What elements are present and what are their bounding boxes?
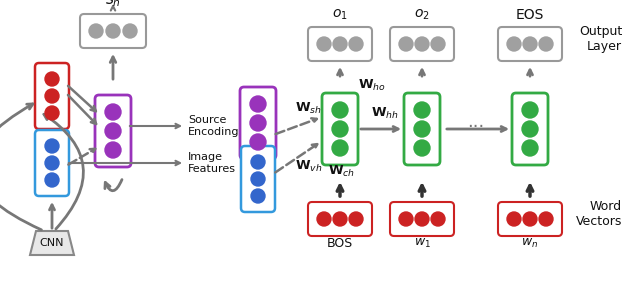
Circle shape (333, 212, 347, 226)
Circle shape (45, 156, 59, 170)
Circle shape (414, 121, 430, 137)
Circle shape (349, 37, 363, 51)
Circle shape (317, 37, 331, 51)
Circle shape (522, 140, 538, 156)
Circle shape (250, 134, 266, 150)
Circle shape (251, 189, 265, 203)
Circle shape (507, 212, 521, 226)
Text: CNN: CNN (40, 238, 64, 248)
FancyBboxPatch shape (308, 27, 372, 61)
Text: $\mathbf{W}_{hh}$: $\mathbf{W}_{hh}$ (371, 106, 399, 121)
Circle shape (250, 96, 266, 112)
Circle shape (414, 140, 430, 156)
FancyBboxPatch shape (512, 93, 548, 165)
FancyBboxPatch shape (80, 14, 146, 48)
Circle shape (349, 212, 363, 226)
Text: Word
Vectors: Word Vectors (575, 200, 622, 228)
Circle shape (251, 155, 265, 169)
Circle shape (332, 140, 348, 156)
Circle shape (317, 212, 331, 226)
Text: ···: ··· (467, 118, 484, 136)
Circle shape (333, 37, 347, 51)
Text: EOS: EOS (516, 8, 544, 22)
Circle shape (522, 102, 538, 118)
FancyBboxPatch shape (95, 95, 131, 167)
Text: BOS: BOS (327, 237, 353, 250)
Text: $w_1$: $w_1$ (413, 237, 431, 250)
FancyBboxPatch shape (404, 93, 440, 165)
FancyBboxPatch shape (35, 63, 69, 129)
Polygon shape (30, 231, 74, 255)
FancyBboxPatch shape (308, 202, 372, 236)
FancyArrowPatch shape (0, 104, 42, 230)
Text: $o_1$: $o_1$ (332, 8, 348, 22)
Text: $o_2$: $o_2$ (414, 8, 430, 22)
FancyBboxPatch shape (498, 27, 562, 61)
Circle shape (45, 139, 59, 153)
Circle shape (45, 106, 59, 120)
Circle shape (332, 121, 348, 137)
Text: Output
Layer: Output Layer (579, 25, 622, 53)
Circle shape (523, 212, 537, 226)
FancyBboxPatch shape (498, 202, 562, 236)
Circle shape (415, 212, 429, 226)
FancyBboxPatch shape (240, 87, 276, 159)
Circle shape (105, 104, 121, 120)
Circle shape (414, 102, 430, 118)
Text: $\mathbf{W}_{vh}$: $\mathbf{W}_{vh}$ (295, 158, 323, 174)
Circle shape (507, 37, 521, 51)
Circle shape (251, 172, 265, 186)
FancyArrowPatch shape (105, 180, 122, 191)
Text: $\mathbf{W}_{ch}$: $\mathbf{W}_{ch}$ (328, 164, 356, 179)
Text: $\mathbf{W}_{ho}$: $\mathbf{W}_{ho}$ (358, 78, 386, 92)
Circle shape (105, 123, 121, 139)
Circle shape (399, 212, 413, 226)
Text: Image
Features: Image Features (188, 152, 236, 174)
Circle shape (106, 24, 120, 38)
Circle shape (89, 24, 103, 38)
Circle shape (45, 89, 59, 103)
Circle shape (45, 72, 59, 86)
Circle shape (332, 102, 348, 118)
Circle shape (539, 212, 553, 226)
Circle shape (45, 173, 59, 187)
FancyBboxPatch shape (390, 27, 454, 61)
Text: $s_n$: $s_n$ (105, 0, 121, 9)
Circle shape (431, 212, 445, 226)
Circle shape (415, 37, 429, 51)
Text: $w_n$: $w_n$ (522, 237, 539, 250)
FancyBboxPatch shape (322, 93, 358, 165)
Circle shape (399, 37, 413, 51)
Circle shape (522, 121, 538, 137)
Circle shape (123, 24, 137, 38)
FancyBboxPatch shape (390, 202, 454, 236)
Text: Source
Encoding: Source Encoding (188, 115, 239, 137)
Circle shape (105, 142, 121, 158)
Circle shape (523, 37, 537, 51)
Circle shape (539, 37, 553, 51)
Circle shape (250, 115, 266, 131)
Circle shape (431, 37, 445, 51)
Text: $\mathbf{W}_{sh}$: $\mathbf{W}_{sh}$ (295, 100, 322, 115)
FancyBboxPatch shape (241, 146, 275, 212)
FancyBboxPatch shape (35, 130, 69, 196)
FancyArrowPatch shape (44, 114, 83, 229)
